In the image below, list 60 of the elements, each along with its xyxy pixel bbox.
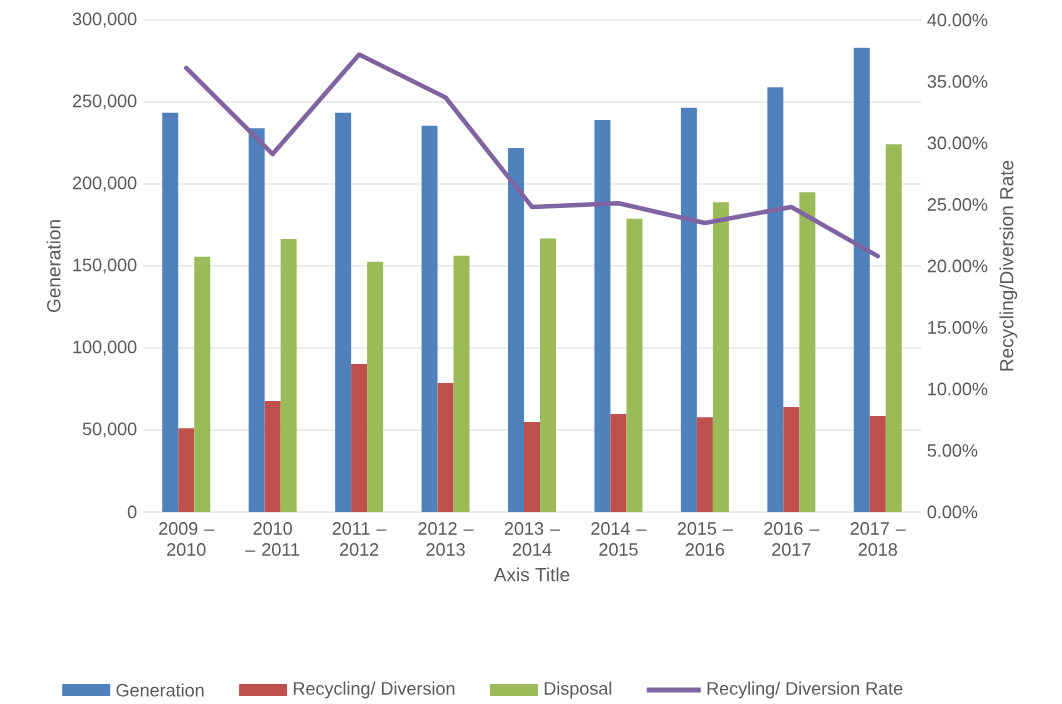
bar xyxy=(335,112,352,512)
x-tick-label: 2015 – 2016 xyxy=(677,522,733,556)
bar xyxy=(869,416,886,512)
bar xyxy=(853,47,870,512)
bar xyxy=(540,238,556,512)
y-tick-label: 200,000 xyxy=(72,176,137,192)
bar xyxy=(194,256,211,512)
y2-tick-label: 30.00% xyxy=(927,136,988,150)
x-tick-label: 2016 – 2017 xyxy=(764,522,820,556)
y2-tick-label: 15.00% xyxy=(928,321,988,334)
bar xyxy=(783,407,800,512)
y-tick-label: 50,000 xyxy=(82,422,137,438)
bar xyxy=(680,107,697,512)
bar xyxy=(453,255,470,512)
y-tick-label: 0 xyxy=(127,505,137,519)
y-tick-label: 250,000 xyxy=(72,94,137,110)
bar xyxy=(712,202,729,512)
y2-tick-label: 10.00% xyxy=(928,382,988,396)
x-tick-label: 2010 – 2011 xyxy=(245,522,300,556)
legend-label: Generation xyxy=(116,683,204,697)
y2-axis-title: Recycling/Diversion Rate xyxy=(999,160,1018,371)
bar xyxy=(524,421,541,512)
bar xyxy=(594,120,611,512)
line-series xyxy=(183,52,881,259)
bar xyxy=(264,400,281,512)
bar xyxy=(767,87,784,512)
y-tick-label: 150,000 xyxy=(73,258,137,274)
x-tick-label: 2014 – 2015 xyxy=(591,522,647,556)
bar xyxy=(885,144,902,512)
bar xyxy=(626,218,643,512)
y-axis-title: Generation xyxy=(46,220,61,313)
y2-tick-label: 20.00% xyxy=(927,259,988,273)
bar xyxy=(280,238,297,512)
y-tick-label: 100,000 xyxy=(73,340,137,356)
y2-tick-label: 35.00% xyxy=(927,75,988,88)
bar xyxy=(351,364,368,512)
bar xyxy=(248,128,265,512)
x-tick-label: 2012 – 2013 xyxy=(418,522,474,556)
bar xyxy=(799,192,816,512)
bar xyxy=(421,125,438,512)
bar xyxy=(162,112,179,512)
legend-label: Recyling/ Diversion Rate xyxy=(707,681,903,699)
y2-tick-label: 5.00% xyxy=(927,444,978,457)
x-tick-label: 2013 – 2014 xyxy=(504,522,561,556)
bar xyxy=(610,413,627,512)
bar xyxy=(178,428,195,512)
bar xyxy=(367,261,384,512)
x-tick-label: 2009 – 2010 xyxy=(159,522,215,556)
y-tick-label: 300,000 xyxy=(72,12,137,28)
bar xyxy=(437,382,454,512)
bar xyxy=(508,147,525,512)
x-tick-label: 2011 – 2012 xyxy=(332,522,387,556)
legend-label: Recycling/ Diversion xyxy=(293,681,455,699)
y2-tick-label: 25.00% xyxy=(927,198,988,211)
x-tick-label: 2017 – 2018 xyxy=(850,522,906,556)
y2-tick-label: 0.00% xyxy=(927,505,978,519)
x-axis-title: Axis Title xyxy=(493,567,570,582)
legend-label: Disposal xyxy=(544,681,612,699)
bar xyxy=(696,417,713,512)
y2-tick-label: 40.00% xyxy=(927,13,988,27)
